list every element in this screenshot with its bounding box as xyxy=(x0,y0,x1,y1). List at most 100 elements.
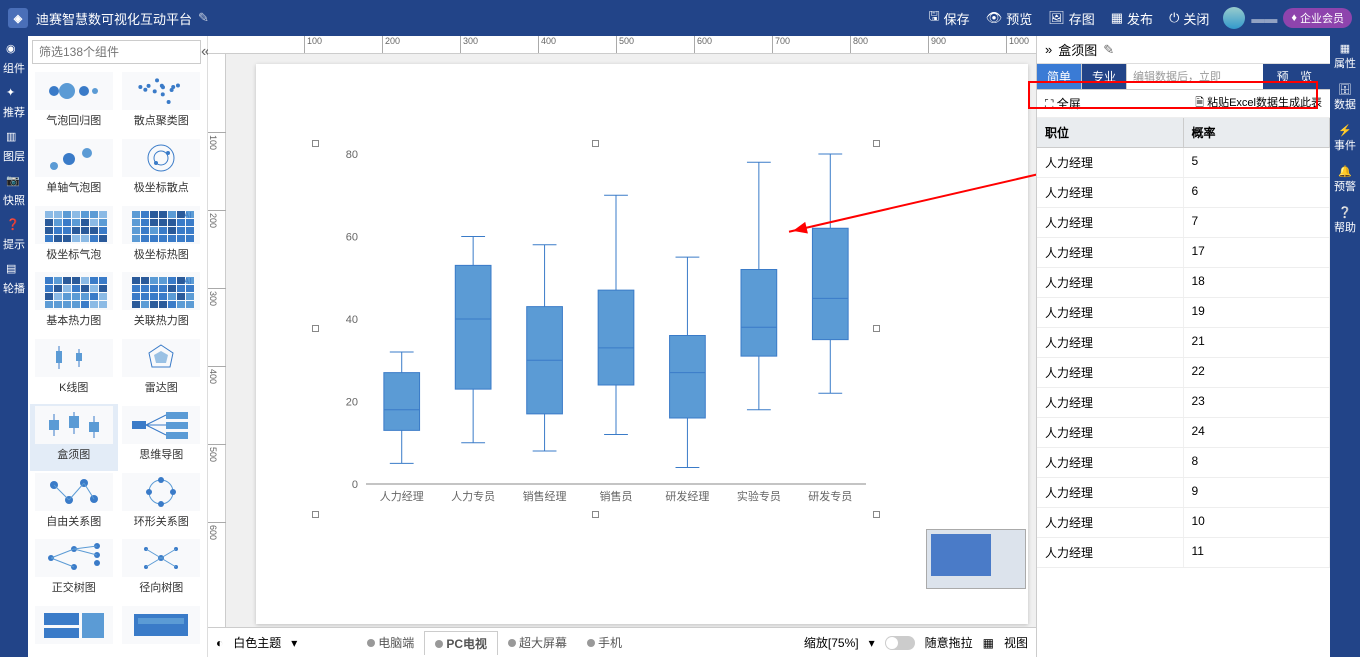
tab-pro[interactable]: 专业 xyxy=(1082,64,1127,89)
resize-handle-se[interactable] xyxy=(873,511,880,518)
rightrail-2[interactable]: ⚡事件 xyxy=(1334,124,1356,153)
drag-label: 随意拖拉 xyxy=(925,634,973,651)
component-rtree[interactable]: 径向树图 xyxy=(118,537,206,604)
component-tree[interactable]: 正交树图 xyxy=(30,537,118,604)
resize-handle-nw[interactable] xyxy=(312,140,319,147)
selection-box[interactable]: 020406080人力经理人力专员销售经理销售员研发经理实验专员研发专员 xyxy=(316,144,876,514)
tab-simple[interactable]: 简单 xyxy=(1037,64,1082,89)
left-rail: ◉组件 ✦推荐 ▥图层 📷快照 ❓提示 ▤轮播 xyxy=(0,36,28,657)
save-button[interactable]: 🖫保存 xyxy=(929,7,970,29)
save-icon: 🖫 xyxy=(929,7,940,29)
table-row[interactable]: 人力经理9 xyxy=(1037,478,1330,508)
topbar: ◈ 迪赛智慧数可视化互动平台 ✎ 🖫保存👁预览🖼存图▦发布⏻关闭 ▬▬ ♦ 企业… xyxy=(0,0,1360,36)
rightrail-0[interactable]: ▦属性 xyxy=(1334,42,1356,71)
zoom-label[interactable]: 缩放[75%] xyxy=(804,634,859,651)
publish-icon: ▦ xyxy=(1111,10,1123,26)
table-row[interactable]: 人力经理21 xyxy=(1037,328,1330,358)
table-row[interactable]: 人力经理11 xyxy=(1037,538,1330,568)
leftrail-4[interactable]: ❓提示 xyxy=(3,218,25,252)
preview-button[interactable]: 👁预览 xyxy=(986,7,1033,29)
device-tab-3[interactable]: 手机 xyxy=(577,631,632,655)
table-row[interactable]: 人力经理8 xyxy=(1037,448,1330,478)
component-heat2[interactable]: AI极坐标热图 xyxy=(118,204,206,271)
edit-title-icon[interactable]: ✎ xyxy=(198,10,209,26)
preview-button[interactable]: 预 览 xyxy=(1263,64,1330,89)
data-table[interactable]: 职位 概率 人力经理5人力经理6人力经理7人力经理17人力经理18人力经理19人… xyxy=(1037,118,1330,657)
leftrail-0[interactable]: ◉组件 xyxy=(3,42,25,76)
component-ring[interactable]: 环形关系图 xyxy=(118,471,206,538)
table-row[interactable]: 人力经理7 xyxy=(1037,208,1330,238)
col-rate[interactable]: 概率 xyxy=(1184,118,1331,147)
user-avatar[interactable] xyxy=(1223,7,1245,29)
resize-handle-sw[interactable] xyxy=(312,511,319,518)
component-heat[interactable]: 极坐标气泡 xyxy=(30,204,118,271)
view-icon[interactable]: ▦ xyxy=(983,636,994,650)
paste-excel-button[interactable]: 🗎 粘贴Excel数据生成此表 xyxy=(1195,94,1322,113)
resize-handle-s[interactable] xyxy=(592,511,599,518)
edit-hint: 编辑数据后，立即 xyxy=(1127,64,1263,89)
theme-dropdown-icon[interactable]: ▾ xyxy=(291,636,297,650)
component-bubble[interactable]: 单轴气泡图 xyxy=(30,137,118,204)
drag-switch[interactable] xyxy=(885,636,915,650)
table-row[interactable]: 人力经理6 xyxy=(1037,178,1330,208)
device-tab-0[interactable]: 电脑端 xyxy=(357,631,424,655)
close-icon: ⏻ xyxy=(1169,10,1179,26)
rightrail-1[interactable]: 🗄数据 xyxy=(1334,83,1356,112)
component-blank[interactable] xyxy=(30,604,118,655)
theme-label[interactable]: 白色主题 xyxy=(233,634,281,651)
table-row[interactable]: 人力经理17 xyxy=(1037,238,1330,268)
resize-handle-e[interactable] xyxy=(873,325,880,332)
theme-icon[interactable]: ◐ xyxy=(216,636,223,650)
close-button[interactable]: ⏻关闭 xyxy=(1169,7,1209,29)
leftrail-1[interactable]: ✦推荐 xyxy=(3,86,25,120)
leftrail-5[interactable]: ▤轮播 xyxy=(3,262,25,296)
svg-text:研发经理: 研发经理 xyxy=(665,489,709,503)
table-row[interactable]: 人力经理5 xyxy=(1037,148,1330,178)
leftrail-2[interactable]: ▥图层 xyxy=(3,130,25,164)
component-polar[interactable]: 极坐标散点 xyxy=(118,137,206,204)
component-candle[interactable]: K线图 xyxy=(30,337,118,404)
component-heat[interactable]: 基本热力图 xyxy=(30,270,118,337)
table-row[interactable]: 人力经理18 xyxy=(1037,268,1330,298)
vip-badge[interactable]: ♦ 企业会员 xyxy=(1283,8,1352,28)
resize-handle-n[interactable] xyxy=(592,140,599,147)
device-tab-2[interactable]: 超大屏幕 xyxy=(498,631,577,655)
fullscreen-button[interactable]: ⛶ 全屏 xyxy=(1045,95,1081,112)
device-tab-1[interactable]: PC电视 xyxy=(424,631,498,655)
component-net[interactable]: 自由关系图 xyxy=(30,471,118,538)
col-position[interactable]: 职位 xyxy=(1037,118,1184,147)
view-label[interactable]: 视图 xyxy=(1004,634,1028,651)
rightrail-4[interactable]: ❔帮助 xyxy=(1334,206,1356,235)
edit-icon[interactable]: ✎ xyxy=(1103,42,1114,58)
zoom-dropdown-icon[interactable]: ▾ xyxy=(869,636,875,650)
table-row[interactable]: 人力经理10 xyxy=(1037,508,1330,538)
component-dots[interactable]: 气泡回归图 xyxy=(30,70,118,137)
resize-handle-w[interactable] xyxy=(312,325,319,332)
resize-handle-ne[interactable] xyxy=(873,140,880,147)
svg-text:80: 80 xyxy=(346,149,358,161)
table-row[interactable]: 人力经理19 xyxy=(1037,298,1330,328)
component-box[interactable]: 盒须图 xyxy=(30,404,118,471)
leftrail-3[interactable]: 📷快照 xyxy=(3,174,25,208)
publish-button[interactable]: ▦发布 xyxy=(1111,7,1153,29)
table-row[interactable]: 人力经理24 xyxy=(1037,418,1330,448)
svg-text:AI: AI xyxy=(184,211,192,220)
svg-text:实验专员: 实验专员 xyxy=(737,489,781,503)
ruler-vertical: 100200300400500600 xyxy=(208,54,226,627)
rightrail-3[interactable]: 🔔预警 xyxy=(1334,165,1356,194)
artboard[interactable]: 020406080人力经理人力专员销售经理销售员研发经理实验专员研发专员 xyxy=(256,64,1028,624)
table-row[interactable]: 人力经理22 xyxy=(1037,358,1330,388)
minimap[interactable] xyxy=(926,529,1026,589)
canvas-body[interactable]: 020406080人力经理人力专员销售经理销售员研发经理实验专员研发专员 xyxy=(226,54,1036,627)
component-heat2[interactable]: AI关联热力图 xyxy=(118,270,206,337)
image-button[interactable]: 🖼存图 xyxy=(1048,7,1095,29)
component-radar[interactable]: 雷达图 xyxy=(118,337,206,404)
boxplot-chart[interactable]: 020406080人力经理人力专员销售经理销售员研发经理实验专员研发专员 xyxy=(316,144,876,514)
expand-icon[interactable]: » xyxy=(1045,42,1052,57)
table-row[interactable]: 人力经理23 xyxy=(1037,388,1330,418)
component-scatter[interactable]: 散点聚类图 xyxy=(118,70,206,137)
component-blank2[interactable] xyxy=(118,604,206,655)
app-title: 迪赛智慧数可视化互动平台 xyxy=(36,9,192,28)
component-search-input[interactable] xyxy=(32,40,201,64)
component-mind[interactable]: 思维导图 xyxy=(118,404,206,471)
